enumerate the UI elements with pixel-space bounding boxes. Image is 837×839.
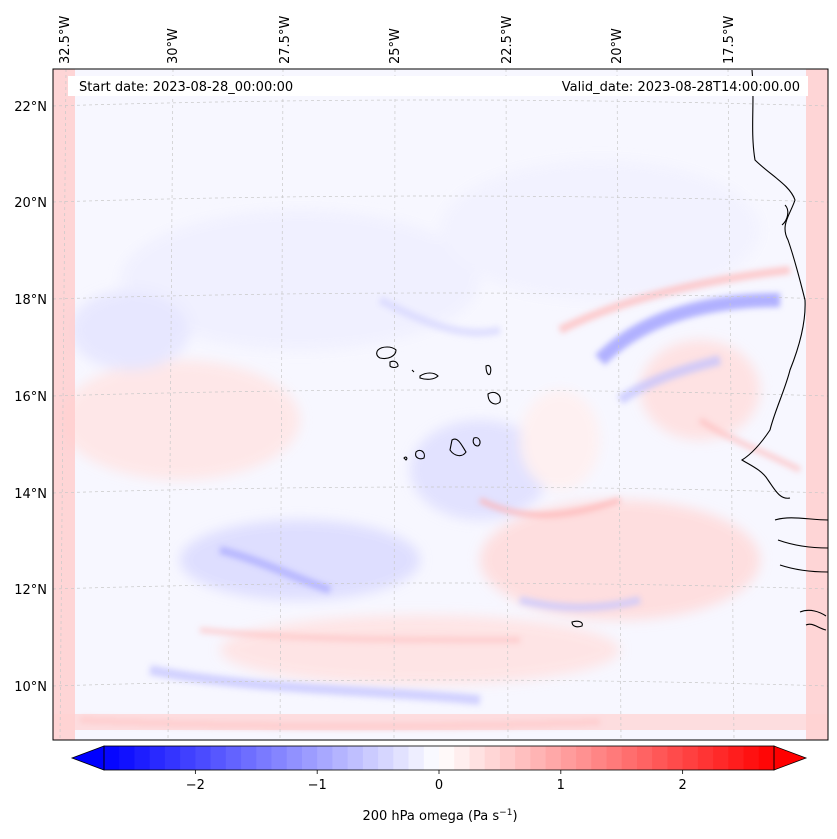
colorbar-ticks: −2 −1 0 1 2 [186,770,687,793]
colorbar-segment [591,746,608,770]
colorbar-segment [317,746,334,770]
islands [376,346,583,628]
colorbar-segment [636,746,653,770]
longitude-labels: 32.5°W 30°W 27.5°W 25°W 22.5°W 20°W 17.5… [58,16,737,64]
colorbar-segment [362,746,379,770]
colorbar-segment [332,746,349,770]
colorbar-segment [378,746,394,770]
colorbar-segment [606,746,623,770]
colorbar-segment [499,746,516,770]
lon-label: 27.5°W [278,16,293,64]
date-header-bg [68,76,808,96]
colorbar: −2 −1 0 1 2 200 hPa omega (Pa s−1) [70,745,808,824]
colorbar-segment [180,746,196,770]
colorbar-segment [697,746,714,770]
colorbar-segment [286,746,303,770]
colorbar-segment [393,746,410,770]
lat-label: 18°N [14,293,47,308]
colorbar-tick-label: −2 [186,778,205,793]
colorbar-tick-label: −1 [308,778,327,793]
colorbar-segment [439,746,455,770]
colorbar-extend-min [70,745,105,771]
colorbar-label-main: 200 hPa omega (Pa s [362,809,499,824]
omega-field [53,69,828,740]
colorbar-segment [545,746,562,770]
colorbar-segment [347,746,364,770]
colorbar-segment [408,746,425,770]
colorbar-segment [256,746,273,770]
colorbar-segment [576,746,592,770]
lon-label: 25°W [388,28,403,64]
colorbar-segment [652,746,669,770]
colorbar-segment [241,746,257,770]
colorbar-segment [743,746,760,770]
colorbar-segment [225,746,242,770]
colorbar-segment [560,746,577,770]
colorbar-segment [104,746,120,770]
valid-date-label: Valid_date: 2023-08-28T14:00:00.00 [562,80,800,95]
graticule [53,69,828,740]
lon-label: 32.5°W [58,16,73,64]
colorbar-segment [149,746,166,770]
start-date-label: Start date: 2023-08-28_00:00:00 [79,80,293,95]
colorbar-segment [484,746,501,770]
lon-label: 20°W [610,28,625,64]
colorbar-segment [621,746,638,770]
lat-label: 20°N [14,196,47,211]
colorbar-label: 200 hPa omega (Pa s−1) [362,808,517,824]
colorbar-segment [271,746,288,770]
colorbar-tick-label: 0 [435,778,443,793]
colorbar-segment [758,746,775,770]
colorbar-segment [134,746,151,770]
lat-label: 10°N [14,680,47,695]
lat-label: 12°N [14,583,47,598]
colorbar-segment [713,746,729,770]
colorbar-segment [210,746,227,770]
lon-label: 17.5°W [722,16,737,64]
latitude-labels: 22°N 20°N 18°N 16°N 14°N 12°N 10°N [14,100,47,695]
colorbar-segment [164,746,181,770]
lon-label: 22.5°W [500,16,515,64]
lat-label: 16°N [14,390,47,405]
colorbar-segments [104,746,775,770]
colorbar-segment [515,746,531,770]
lon-label: 30°W [166,28,181,64]
colorbar-label-close: ) [512,809,517,824]
colorbar-tick-label: 2 [678,778,686,793]
colorbar-segment [682,746,699,770]
colorbar-segment [119,746,136,770]
colorbar-segment [469,746,486,770]
colorbar-segment [423,746,440,770]
lat-label: 14°N [14,487,47,502]
colorbar-extend-max [773,745,808,771]
colorbar-segment [301,746,318,770]
colorbar-segment [667,746,684,770]
map-frame [52,68,829,741]
lat-label: 22°N [14,100,47,115]
colorbar-segment [530,746,547,770]
colorbar-segment [454,746,471,770]
colorbar-segment [728,746,745,770]
colorbar-tick-label: 1 [557,778,565,793]
colorbar-label-exponent: −1 [499,808,512,818]
colorbar-segment [195,746,212,770]
coastline [740,69,828,631]
